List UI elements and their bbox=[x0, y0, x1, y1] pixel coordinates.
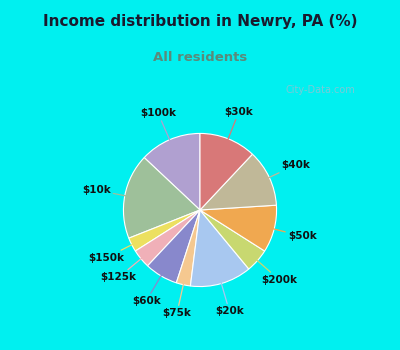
Text: $20k: $20k bbox=[212, 251, 244, 316]
Text: $40k: $40k bbox=[238, 160, 310, 192]
Wedge shape bbox=[176, 210, 200, 286]
Wedge shape bbox=[200, 205, 276, 251]
Text: City-Data.com: City-Data.com bbox=[285, 85, 355, 95]
Text: $30k: $30k bbox=[216, 107, 253, 171]
Wedge shape bbox=[135, 210, 200, 266]
Text: $50k: $50k bbox=[241, 220, 317, 241]
Wedge shape bbox=[124, 158, 200, 238]
Text: $60k: $60k bbox=[132, 246, 178, 306]
Wedge shape bbox=[200, 210, 265, 269]
Text: All residents: All residents bbox=[153, 51, 247, 64]
Wedge shape bbox=[190, 210, 249, 287]
Text: Income distribution in Newry, PA (%): Income distribution in Newry, PA (%) bbox=[43, 14, 357, 29]
Text: $200k: $200k bbox=[232, 238, 297, 285]
Wedge shape bbox=[129, 210, 200, 251]
Wedge shape bbox=[200, 154, 276, 210]
Wedge shape bbox=[148, 210, 200, 283]
Text: $10k: $10k bbox=[82, 185, 159, 202]
Text: $100k: $100k bbox=[140, 108, 183, 172]
Wedge shape bbox=[144, 133, 200, 210]
Wedge shape bbox=[200, 133, 252, 210]
Text: $75k: $75k bbox=[162, 251, 191, 318]
Text: $125k: $125k bbox=[100, 237, 168, 282]
Text: $150k: $150k bbox=[88, 229, 162, 263]
